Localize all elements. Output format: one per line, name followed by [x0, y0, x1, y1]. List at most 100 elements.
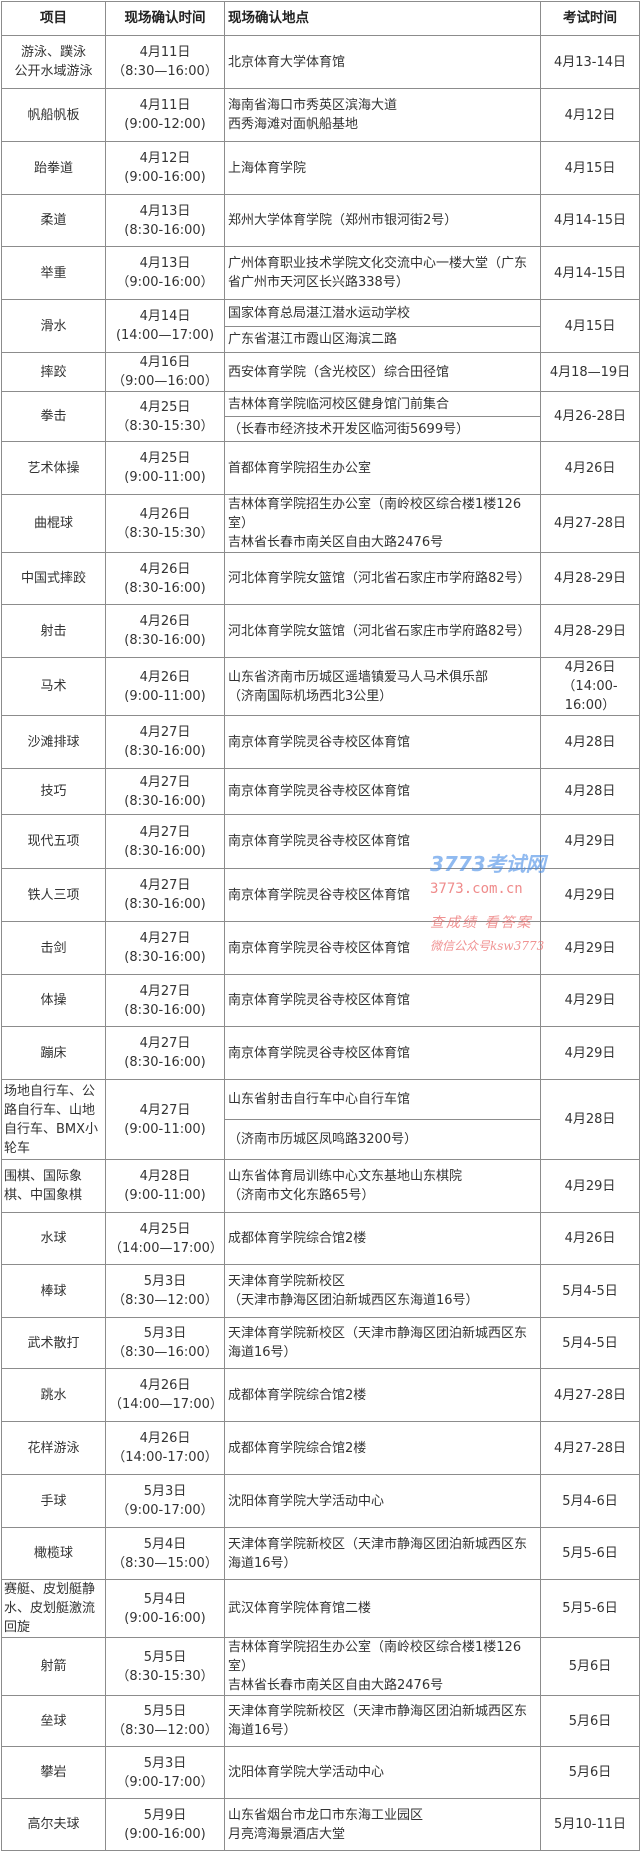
exam-time-cell: 4月15日 [540, 141, 640, 195]
project-cell: 跆拳道 [1, 141, 106, 195]
confirm-hours: (9:00-11:00) [124, 688, 206, 704]
exam-time-cell: 5月5-6日 [540, 1527, 640, 1580]
table-row-continued: 广东省湛江市霞山区海滨二路 [2, 326, 640, 353]
exam-time-cell: 4月28日 [540, 768, 640, 815]
table-row: 场地自行车、公路自行车、山地自行车、BMX小轮车 4月27日 (9:00-11:00… [1, 1079, 640, 1160]
confirm-hours: (8:30-16:00) [124, 633, 206, 648]
confirm-place-cell: （长春市经济技术开发区临河街5699号） [224, 416, 541, 442]
table-row: 击剑 4月27日 (8:30-16:00) 南京体育学院灵谷寺校区体育馆 4月29日 [1, 921, 640, 975]
confirm-hours: (9:00-16:00) [124, 1826, 206, 1842]
confirm-hours: （8:30—15:00） [112, 1555, 218, 1571]
confirm-date: 4月13日 [139, 256, 191, 271]
project-cell: 举重 [1, 246, 106, 300]
confirm-time-cell: 4月27日 (8:30-16:00) [105, 1026, 225, 1080]
table-row: 跳水 4月26日 （14:00—17:00） 成都体育学院综合馆2楼 4月27-28日 [1, 1368, 640, 1422]
table-row: 垒球 5月5日 （8:30—12:00） 天津体育学院新校区（天津市静海区团泊新城西区… [1, 1695, 640, 1747]
confirm-hours: (8:30-16:00) [124, 897, 206, 912]
confirm-place-cell: 沈阳体育学院大学活动中心 [224, 1746, 541, 1799]
confirm-hours: （9:00-16:00） [116, 275, 214, 290]
table-row: 跆拳道 4月12日 (9:00-16:00) 上海体育学院 4月15日 [1, 141, 640, 195]
table-row: 沙滩排球 4月27日 (8:30-16:00) 南京体育学院灵谷寺校区体育馆 4月28日 [1, 715, 640, 769]
confirm-time-cell: 4月27日 (8:30-16:00) [105, 715, 225, 769]
project-cell: 赛艇、皮划艇静水、皮划艇激流回旋 [1, 1579, 106, 1638]
project-cell: 射箭 [1, 1637, 106, 1696]
confirm-date: 4月13日 [139, 203, 191, 219]
table-row: 体操 4月27日 (8:30-16:00) 南京体育学院灵谷寺校区体育馆 4月29日 [1, 974, 640, 1027]
confirm-date: 4月16日 [139, 355, 191, 370]
project-cell: 游泳、蹼泳 公开水域游泳 [1, 35, 106, 89]
table-row: 攀岩 5月3日 （9:00-17:00） 沈阳体育学院大学活动中心 5月6日 [1, 1746, 640, 1799]
confirm-date: 4月25日 [139, 451, 191, 466]
confirm-hours: (8:30-16:00) [124, 950, 206, 965]
table-row: 游泳、蹼泳 公开水域游泳 4月11日 （8:30—16:00） 北京体育大学体育馆 4月… [1, 35, 640, 89]
project-cell: 射击 [1, 604, 106, 658]
confirm-time-cell: 4月25日 (9:00-11:00) [105, 441, 225, 495]
confirm-date: 4月27日 [139, 725, 191, 740]
confirm-time-cell: 4月26日 （14:00-17:00） [105, 1421, 225, 1475]
confirm-hours: (9:00-16:00) [124, 170, 206, 185]
exam-time-cell: 4月29日 [540, 1026, 640, 1080]
confirm-place-cell: 广东省湛江市霞山区海滨二路 [224, 326, 541, 353]
table-row: 橄榄球 5月4日 （8:30—15:00） 天津体育学院新校区（天津市静海区团泊新城西… [1, 1527, 640, 1580]
confirm-hours: (8:30-16:00) [124, 1002, 206, 1018]
exam-time-cell: 5月6日 [540, 1746, 640, 1799]
table-row: 滑水 4月14日 (14:00—17:00) 国家体育总局湛江潜水运动学校 4月15日 [1, 299, 640, 353]
confirm-time-cell: 4月27日 (8:30-16:00) [105, 974, 225, 1027]
confirm-place-cell: 南京体育学院灵谷寺校区体育馆 [224, 868, 541, 922]
confirm-date: 4月11日 [139, 98, 191, 113]
exam-time-cell: 4月26-28日 [540, 391, 640, 442]
confirm-hours: （8:30—16:00） [112, 64, 218, 79]
confirm-hours: （8:30-15:30） [116, 418, 214, 434]
confirm-place-cell: 成都体育学院综合馆2楼 [224, 1212, 541, 1265]
confirm-place-cell: 上海体育学院 [224, 141, 541, 195]
confirm-hours: (9:00-11:00) [124, 1121, 206, 1137]
exam-time-cell: 4月29日 [540, 868, 640, 922]
exam-time-cell: 4月14-15日 [540, 246, 640, 300]
confirm-date: 4月26日 [139, 1431, 191, 1446]
confirm-place-cell: 南京体育学院灵谷寺校区体育馆 [224, 1026, 541, 1080]
exam-time-cell: 4月27-28日 [540, 494, 640, 553]
project-cell: 铁人三项 [1, 868, 106, 922]
table-row: 高尔夫球 5月9日 (9:00-16:00) 山东省烟台市龙口市东海工业园区 月亮湾海… [1, 1798, 640, 1851]
confirm-hours: (8:30-16:00) [124, 580, 206, 596]
confirm-hours: (8:30-16:00) [124, 1055, 206, 1070]
confirm-place-cell: 南京体育学院灵谷寺校区体育馆 [224, 715, 541, 769]
confirm-date: 4月12日 [139, 151, 191, 166]
exam-time-cell: 4月29日 [540, 921, 640, 975]
table-row: 马术 4月26日 (9:00-11:00) 山东省济南市历城区遥墙镇爱马人马术俱乐部 … [1, 657, 640, 716]
confirm-time-cell: 5月3日 （8:30—12:00） [105, 1264, 225, 1318]
confirm-date: 5月4日 [143, 1536, 187, 1552]
confirm-place-cell: 南京体育学院灵谷寺校区体育馆 [224, 921, 541, 975]
exam-time-cell: 4月29日 [540, 814, 640, 869]
header-project: 项目 [1, 1, 106, 36]
table-row: 棒球 5月3日 （8:30—12:00） 天津体育学院新校区 （天津市静海区团泊新城西… [1, 1264, 640, 1318]
confirm-place-cell: 吉林体育学院招生办公室（南岭校区综合楼1楼126室） 吉林省长春市南关区自由大路… [224, 1637, 541, 1696]
exam-time-cell: 4月12日 [540, 88, 640, 142]
confirm-time-cell: 4月26日 (9:00-11:00) [105, 657, 225, 716]
exam-time-cell: 4月18—19日 [540, 352, 640, 392]
confirm-place-cell: 天津体育学院新校区 （天津市静海区团泊新城西区东海道16号） [224, 1264, 541, 1318]
confirm-time-cell: 4月16日 （9:00—16:00） [105, 352, 225, 392]
confirm-time-cell: 4月26日 (8:30-16:00) [105, 604, 225, 658]
table-row: 举重 4月13日 （9:00-16:00） 广州体育职业技术学院文化交流中心一楼大堂（… [1, 246, 640, 300]
confirm-place-cell: 郑州大学体育学院（郑州市银河街2号） [224, 194, 541, 247]
table-row-continued: （长春市经济技术开发区临河街5699号） [2, 416, 640, 442]
confirm-place-cell: 北京体育大学体育馆 [224, 35, 541, 89]
confirm-date: 4月25日 [139, 1221, 191, 1237]
exam-time-cell: 4月29日 [540, 1159, 640, 1213]
table-row: 曲棍球 4月26日 （8:30-15:30） 吉林体育学院招生办公室（南岭校区综合楼1… [1, 494, 640, 553]
confirm-time-cell: 4月25日 （14:00—17:00） [105, 1212, 225, 1265]
exam-time-cell: 5月4-6日 [540, 1474, 640, 1528]
confirm-hours: （9:00-17:00） [116, 1774, 214, 1790]
confirm-date: 4月26日 [139, 669, 191, 685]
confirm-time-cell: 4月25日 （8:30-15:30） [105, 391, 225, 442]
exam-time-cell: 5月5-6日 [540, 1579, 640, 1638]
confirm-date: 5月3日 [143, 1274, 187, 1289]
confirm-place-cell: 山东省烟台市龙口市东海工业园区 月亮湾海景酒店大堂 [224, 1798, 541, 1851]
exam-time-cell: 5月6日 [540, 1695, 640, 1747]
header-exam-time: 考试时间 [540, 1, 640, 36]
table-row: 摔跤 4月16日 （9:00—16:00） 西安体育学院（含光校区）综合田径馆 4月18… [1, 352, 640, 392]
confirm-date: 4月26日 [139, 614, 191, 629]
confirm-hours: （8:30—12:00） [112, 1723, 218, 1738]
project-cell: 蹦床 [1, 1026, 106, 1080]
